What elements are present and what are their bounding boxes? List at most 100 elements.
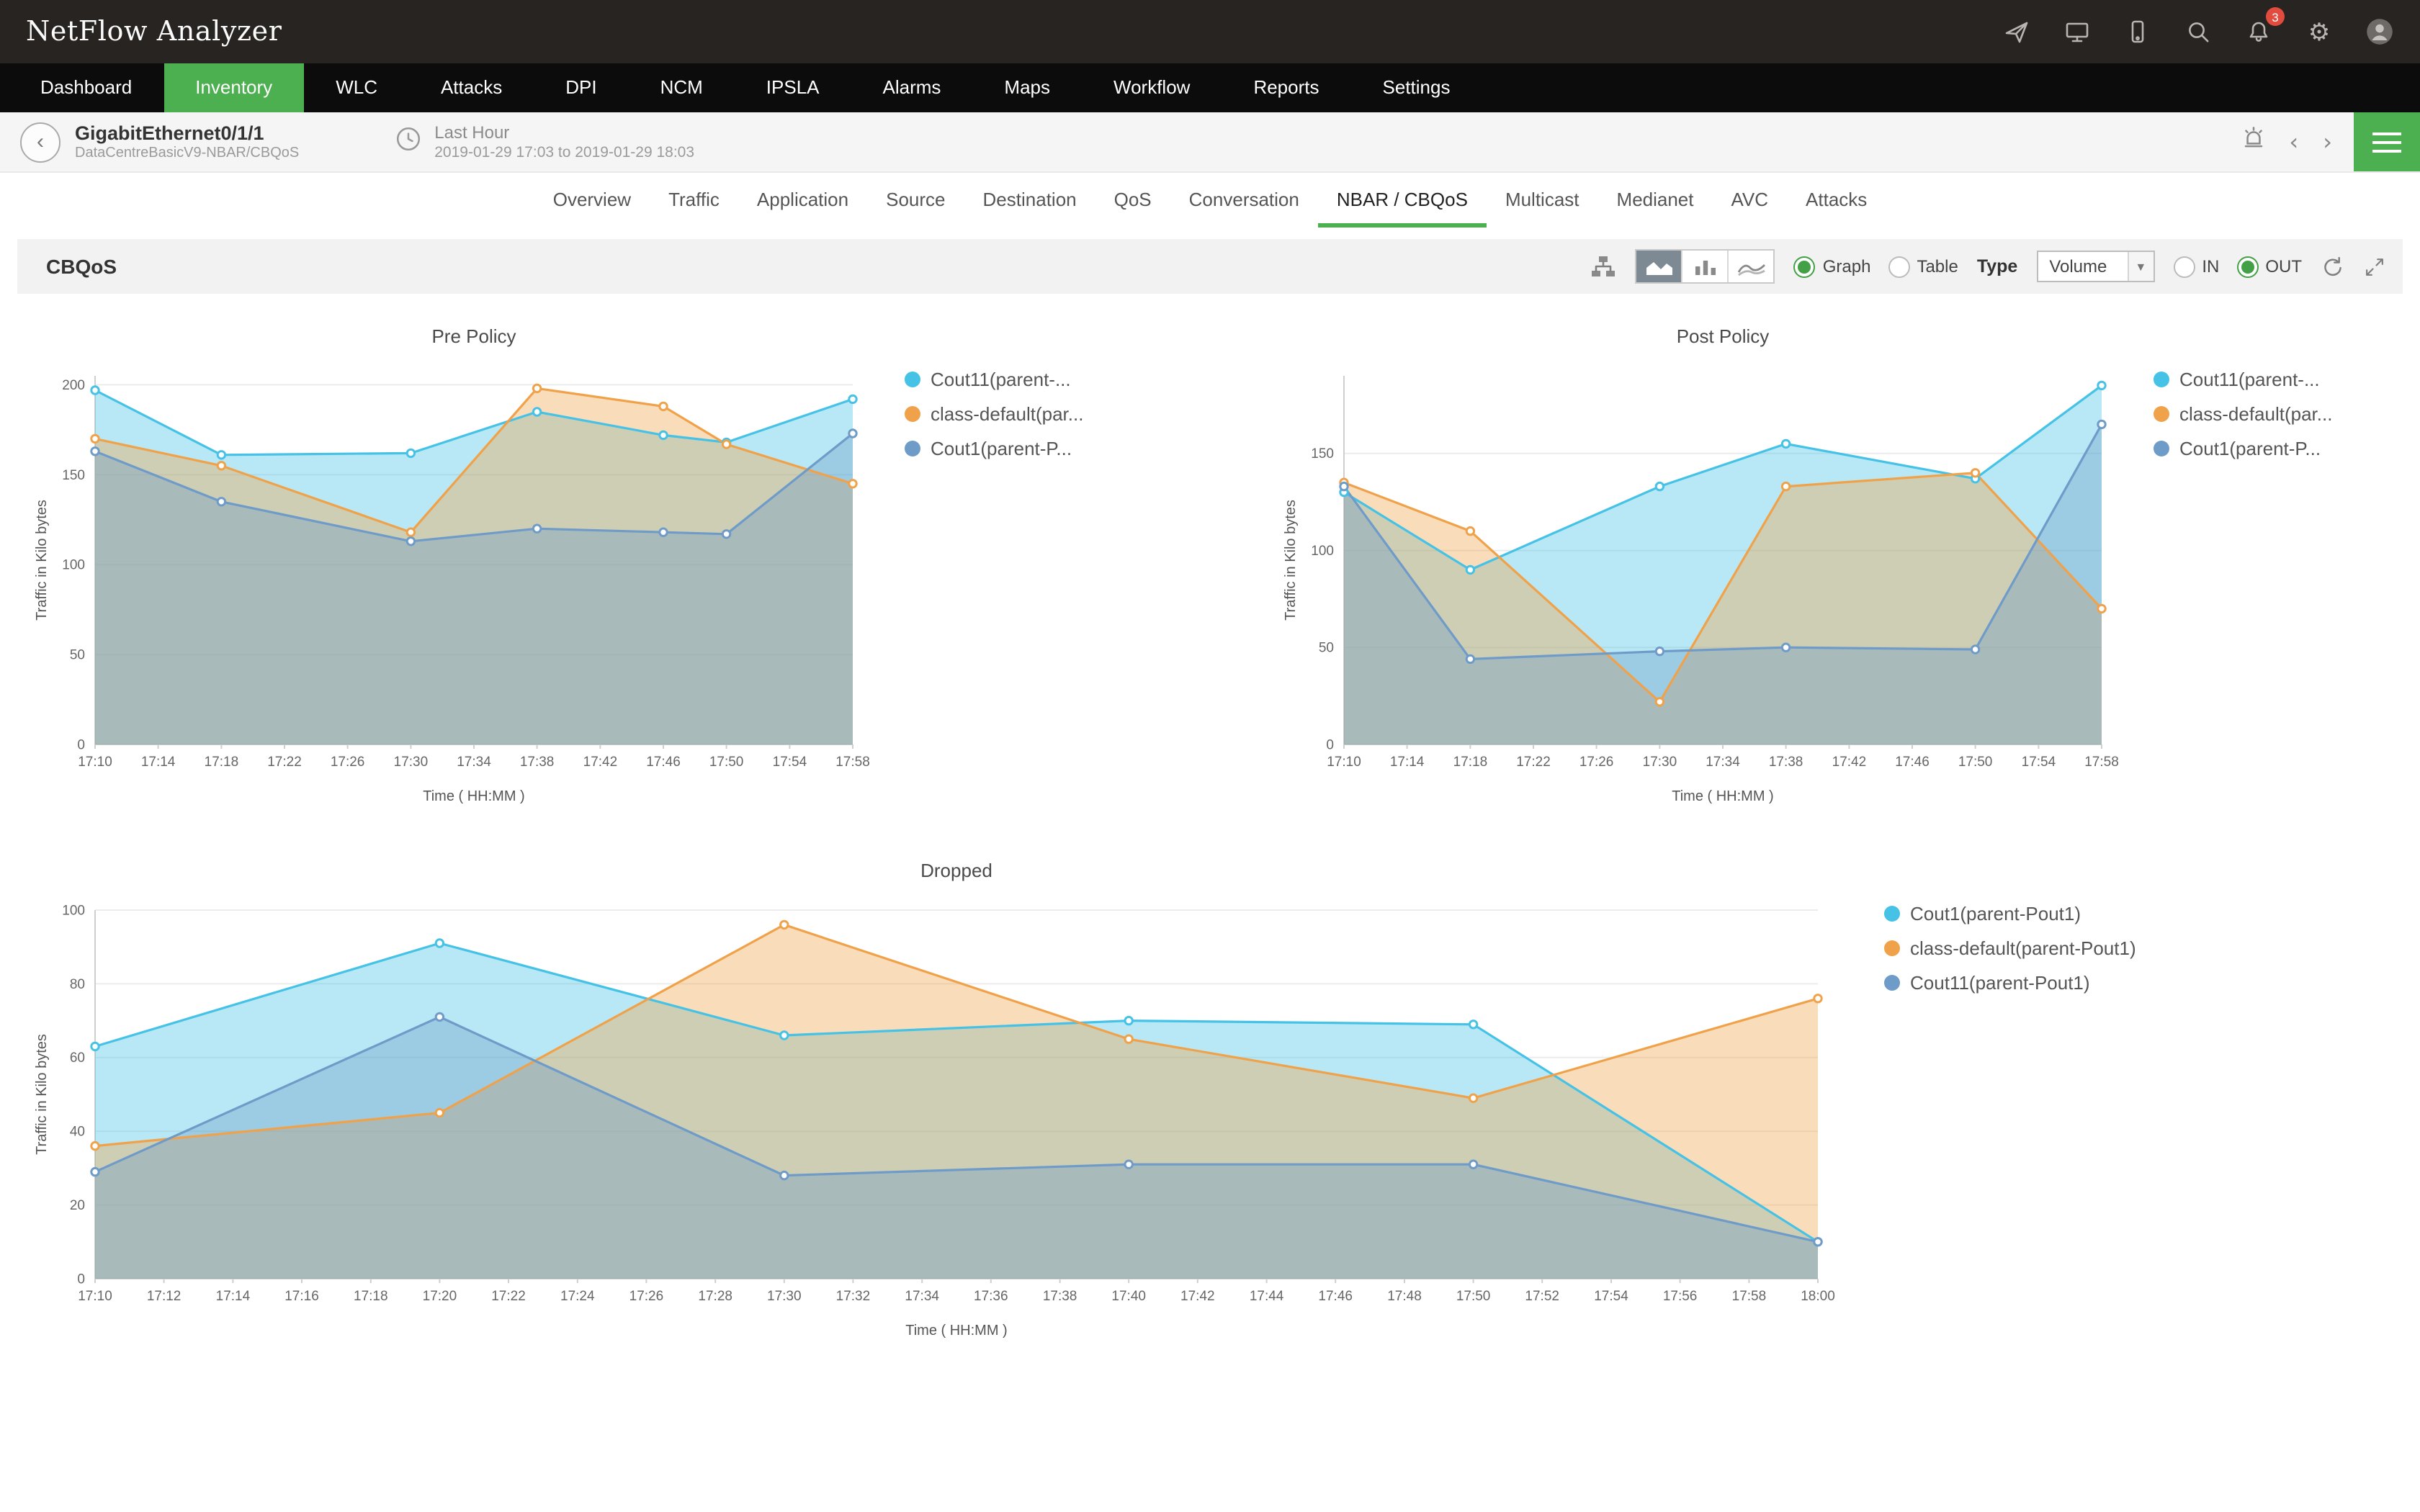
alert-icon[interactable] <box>2240 125 2267 159</box>
legend-label: class-default(parent-Pout1) <box>1910 937 2136 959</box>
app-header: NetFlow Analyzer 3 ⚙ <box>0 0 2420 63</box>
svg-text:17:18: 17:18 <box>354 1289 388 1304</box>
nav-item-ncm[interactable]: NCM <box>660 76 703 98</box>
type-label: Type <box>1976 256 2018 276</box>
tab-destination[interactable]: Destination <box>982 189 1077 210</box>
notifications-bell-icon[interactable]: 3 <box>2244 7 2285 46</box>
tab-qos[interactable]: QoS <box>1113 189 1152 210</box>
tab-multicast[interactable]: Multicast <box>1505 189 1579 210</box>
svg-text:17:56: 17:56 <box>1663 1289 1698 1304</box>
tab-attacks[interactable]: Attacks <box>1806 189 1868 210</box>
svg-text:17:30: 17:30 <box>767 1289 802 1304</box>
legend-label: class-default(par... <box>2179 403 2333 425</box>
legend-item[interactable]: Cout11(parent-Pout1) <box>1884 972 2208 994</box>
svg-text:Time ( HH:MM ): Time ( HH:MM ) <box>905 1323 1007 1338</box>
line-chart-view-button[interactable] <box>1729 251 1774 282</box>
svg-text:100: 100 <box>1311 544 1334 559</box>
svg-text:20: 20 <box>70 1198 85 1213</box>
view-graph-radio[interactable]: Graph <box>1793 256 1870 277</box>
svg-text:17:18: 17:18 <box>205 755 239 770</box>
tab-avc[interactable]: AVC <box>1731 189 1769 210</box>
chart-legend: Cout11(parent-... class-default(par... Cou… <box>2154 369 2391 808</box>
sitemap-icon[interactable] <box>1591 254 1617 279</box>
svg-text:17:22: 17:22 <box>267 755 302 770</box>
svg-text:Traffic in Kilo bytes: Traffic in Kilo bytes <box>34 1034 50 1155</box>
pre-policy-chart[interactable]: 0 50 100 150 200 17:10 17:14 17:18 17:22 17:26 17:… <box>29 359 879 808</box>
radio-label: Table <box>1917 256 1958 276</box>
nav-item-maps[interactable]: Maps <box>1004 76 1050 98</box>
tab-source[interactable]: Source <box>886 189 946 210</box>
time-period-label: Last Hour <box>434 122 510 143</box>
settings-gear-icon[interactable]: ⚙ <box>2308 18 2331 45</box>
radio-circle <box>1793 256 1816 277</box>
chevron-down-icon: ▼ <box>2127 252 2154 281</box>
direction-in-radio[interactable]: IN <box>2173 256 2219 277</box>
legend-dot <box>2154 372 2169 387</box>
view-toggle-group: Graph Table <box>1793 256 1958 277</box>
charts-row-top: Pre Policy 0 50 100 150 200 17:10 17:14 17:18 17… <box>17 325 2403 808</box>
refresh-icon[interactable] <box>2321 254 2345 279</box>
area-chart-view-button[interactable] <box>1636 251 1683 282</box>
nav-item-wlc[interactable]: WLC <box>336 76 377 98</box>
nav-item-alarms[interactable]: Alarms <box>882 76 941 98</box>
radio-label: IN <box>2202 256 2220 276</box>
legend-item[interactable]: Cout1(parent-Pout1) <box>1884 903 2208 924</box>
nav-item-reports[interactable]: Reports <box>1253 76 1319 98</box>
svg-text:0: 0 <box>1326 737 1334 752</box>
legend-item[interactable]: class-default(parent-Pout1) <box>1884 937 2208 959</box>
dropped-chart-block: Dropped 0 20 40 60 80 100 17:10 17:12 17:14 17:16… <box>29 860 2208 1342</box>
user-avatar[interactable] <box>2365 17 2394 46</box>
svg-text:17:10: 17:10 <box>78 755 112 770</box>
nav-item-settings[interactable]: Settings <box>1382 76 1451 98</box>
mobile-icon[interactable] <box>2123 17 2152 46</box>
svg-text:17:26: 17:26 <box>1579 755 1614 770</box>
type-select-value: Volume <box>2049 256 2107 276</box>
tab-overview[interactable]: Overview <box>552 189 632 210</box>
legend-label: Cout1(parent-P... <box>2179 438 2321 459</box>
nav-item-inventory[interactable]: Inventory <box>163 63 305 112</box>
svg-text:Traffic in Kilo bytes: Traffic in Kilo bytes <box>34 500 50 621</box>
dropped-chart[interactable]: 0 20 40 60 80 100 17:10 17:12 17:14 17:16 17:18 17:… <box>29 893 1844 1342</box>
post-policy-chart[interactable]: 0 50 100 150 17:10 17:14 17:18 17:22 17:26 17:30 1… <box>1278 359 2128 808</box>
nav-item-dashboard[interactable]: Dashboard <box>40 76 133 98</box>
svg-text:17:16: 17:16 <box>284 1289 319 1304</box>
time-period-selector[interactable]: Last Hour 2019-01-29 17:03 to 2019-01-29… <box>394 122 694 161</box>
search-icon[interactable] <box>2184 17 2213 46</box>
nav-item-ipsla[interactable]: IPSLA <box>766 76 820 98</box>
tab-conversation[interactable]: Conversation <box>1188 189 1299 210</box>
prev-interface-chevron[interactable]: ‹ <box>2289 128 2299 156</box>
type-select[interactable]: Volume ▼ <box>2036 251 2155 282</box>
expand-icon[interactable] <box>2364 256 2385 277</box>
next-interface-chevron[interactable]: › <box>2323 128 2332 156</box>
nav-item-attacks[interactable]: Attacks <box>440 76 503 98</box>
hamburger-menu-button[interactable] <box>2354 112 2420 171</box>
svg-text:17:46: 17:46 <box>1318 1289 1353 1304</box>
launch-icon[interactable] <box>2002 17 2031 46</box>
legend-item[interactable]: Cout1(parent-P... <box>905 438 1142 459</box>
tab-application[interactable]: Application <box>756 189 849 210</box>
view-table-radio[interactable]: Table <box>1888 256 1958 277</box>
legend-label: Cout1(parent-Pout1) <box>1910 903 2081 924</box>
legend-item[interactable]: class-default(par... <box>2154 403 2391 425</box>
direction-out-radio[interactable]: OUT <box>2236 256 2302 277</box>
tab-nbar-cbqos[interactable]: NBAR / CBQoS <box>1317 189 1487 228</box>
nav-item-dpi[interactable]: DPI <box>565 76 597 98</box>
legend-item[interactable]: Cout1(parent-P... <box>2154 438 2391 459</box>
legend-item[interactable]: Cout11(parent-... <box>2154 369 2391 390</box>
direction-toggle-group: IN OUT <box>2173 256 2302 277</box>
bar-chart-view-button[interactable] <box>1682 251 1729 282</box>
chart-title: Pre Policy <box>431 325 516 347</box>
tab-medianet[interactable]: Medianet <box>1616 189 1694 210</box>
legend-item[interactable]: class-default(par... <box>905 403 1142 425</box>
tab-traffic[interactable]: Traffic <box>668 189 720 210</box>
demo-screen-icon[interactable] <box>2063 17 2092 46</box>
svg-text:17:46: 17:46 <box>1895 755 1930 770</box>
svg-text:17:34: 17:34 <box>457 755 491 770</box>
back-button[interactable]: ‹ <box>20 122 60 162</box>
svg-text:0: 0 <box>77 737 85 752</box>
nav-item-workflow[interactable]: Workflow <box>1113 76 1191 98</box>
legend-item[interactable]: Cout11(parent-... <box>905 369 1142 390</box>
pre-policy-chart-block: Pre Policy 0 50 100 150 200 17:10 17:14 17:18 17… <box>29 325 1142 808</box>
svg-text:17:54: 17:54 <box>773 755 807 770</box>
svg-text:17:12: 17:12 <box>147 1289 182 1304</box>
